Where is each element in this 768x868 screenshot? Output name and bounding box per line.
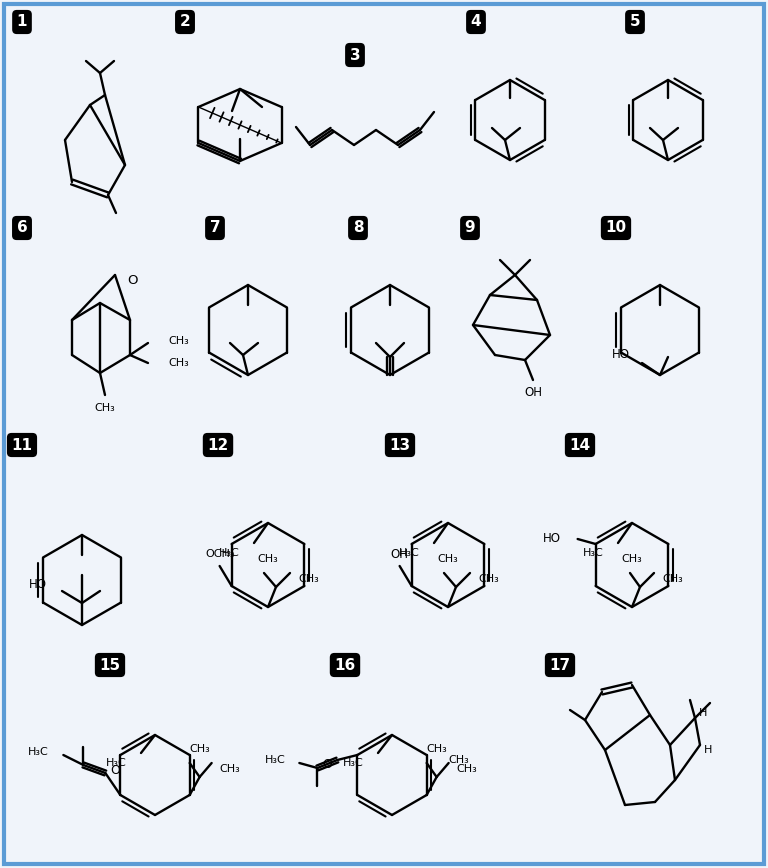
Text: H: H — [699, 708, 707, 718]
Text: H: H — [703, 745, 712, 755]
Text: CH₃: CH₃ — [189, 744, 210, 754]
Text: H₃C: H₃C — [265, 755, 286, 765]
Text: H₃C: H₃C — [343, 758, 364, 768]
Text: 10: 10 — [605, 220, 627, 235]
Text: H₃C: H₃C — [219, 548, 240, 558]
Text: 9: 9 — [465, 220, 475, 235]
Text: 3: 3 — [349, 48, 360, 62]
Text: CH₃: CH₃ — [257, 554, 278, 564]
Text: 17: 17 — [549, 657, 571, 673]
Text: CH₃: CH₃ — [621, 554, 642, 564]
Text: H₃C: H₃C — [28, 747, 48, 757]
Text: HO: HO — [543, 532, 561, 545]
Text: OH: OH — [524, 386, 542, 399]
Text: CH₃: CH₃ — [438, 554, 458, 564]
Text: HO: HO — [29, 578, 47, 591]
Text: CH₃: CH₃ — [478, 574, 498, 584]
Text: CH₃: CH₃ — [457, 764, 478, 774]
Text: O: O — [111, 765, 121, 778]
Text: 1: 1 — [17, 15, 27, 30]
Text: CH₃: CH₃ — [220, 764, 240, 774]
Text: CH₃: CH₃ — [168, 336, 189, 346]
Text: 6: 6 — [17, 220, 28, 235]
Text: O: O — [323, 759, 333, 772]
Text: O: O — [127, 273, 138, 286]
Text: CH₃: CH₃ — [662, 574, 683, 584]
Text: 8: 8 — [353, 220, 363, 235]
Text: H₃C: H₃C — [399, 548, 420, 558]
Text: 12: 12 — [207, 437, 229, 452]
Text: H₃C: H₃C — [583, 548, 604, 558]
Text: 16: 16 — [334, 657, 356, 673]
Text: CH₃: CH₃ — [449, 755, 469, 765]
Text: 11: 11 — [12, 437, 32, 452]
Text: 5: 5 — [630, 15, 641, 30]
Text: H₃C: H₃C — [106, 758, 127, 768]
Text: CH₃: CH₃ — [426, 744, 447, 754]
Text: 13: 13 — [389, 437, 411, 452]
Text: 2: 2 — [180, 15, 190, 30]
Text: CH₃: CH₃ — [168, 358, 189, 368]
Text: HO: HO — [612, 348, 630, 361]
Text: CH₃: CH₃ — [298, 574, 319, 584]
Text: 14: 14 — [569, 437, 591, 452]
Text: 15: 15 — [99, 657, 121, 673]
Text: OH: OH — [391, 548, 409, 561]
Text: CH₃: CH₃ — [94, 403, 115, 413]
Text: 7: 7 — [210, 220, 220, 235]
Text: OCH₃: OCH₃ — [205, 549, 234, 559]
Text: 4: 4 — [471, 15, 482, 30]
